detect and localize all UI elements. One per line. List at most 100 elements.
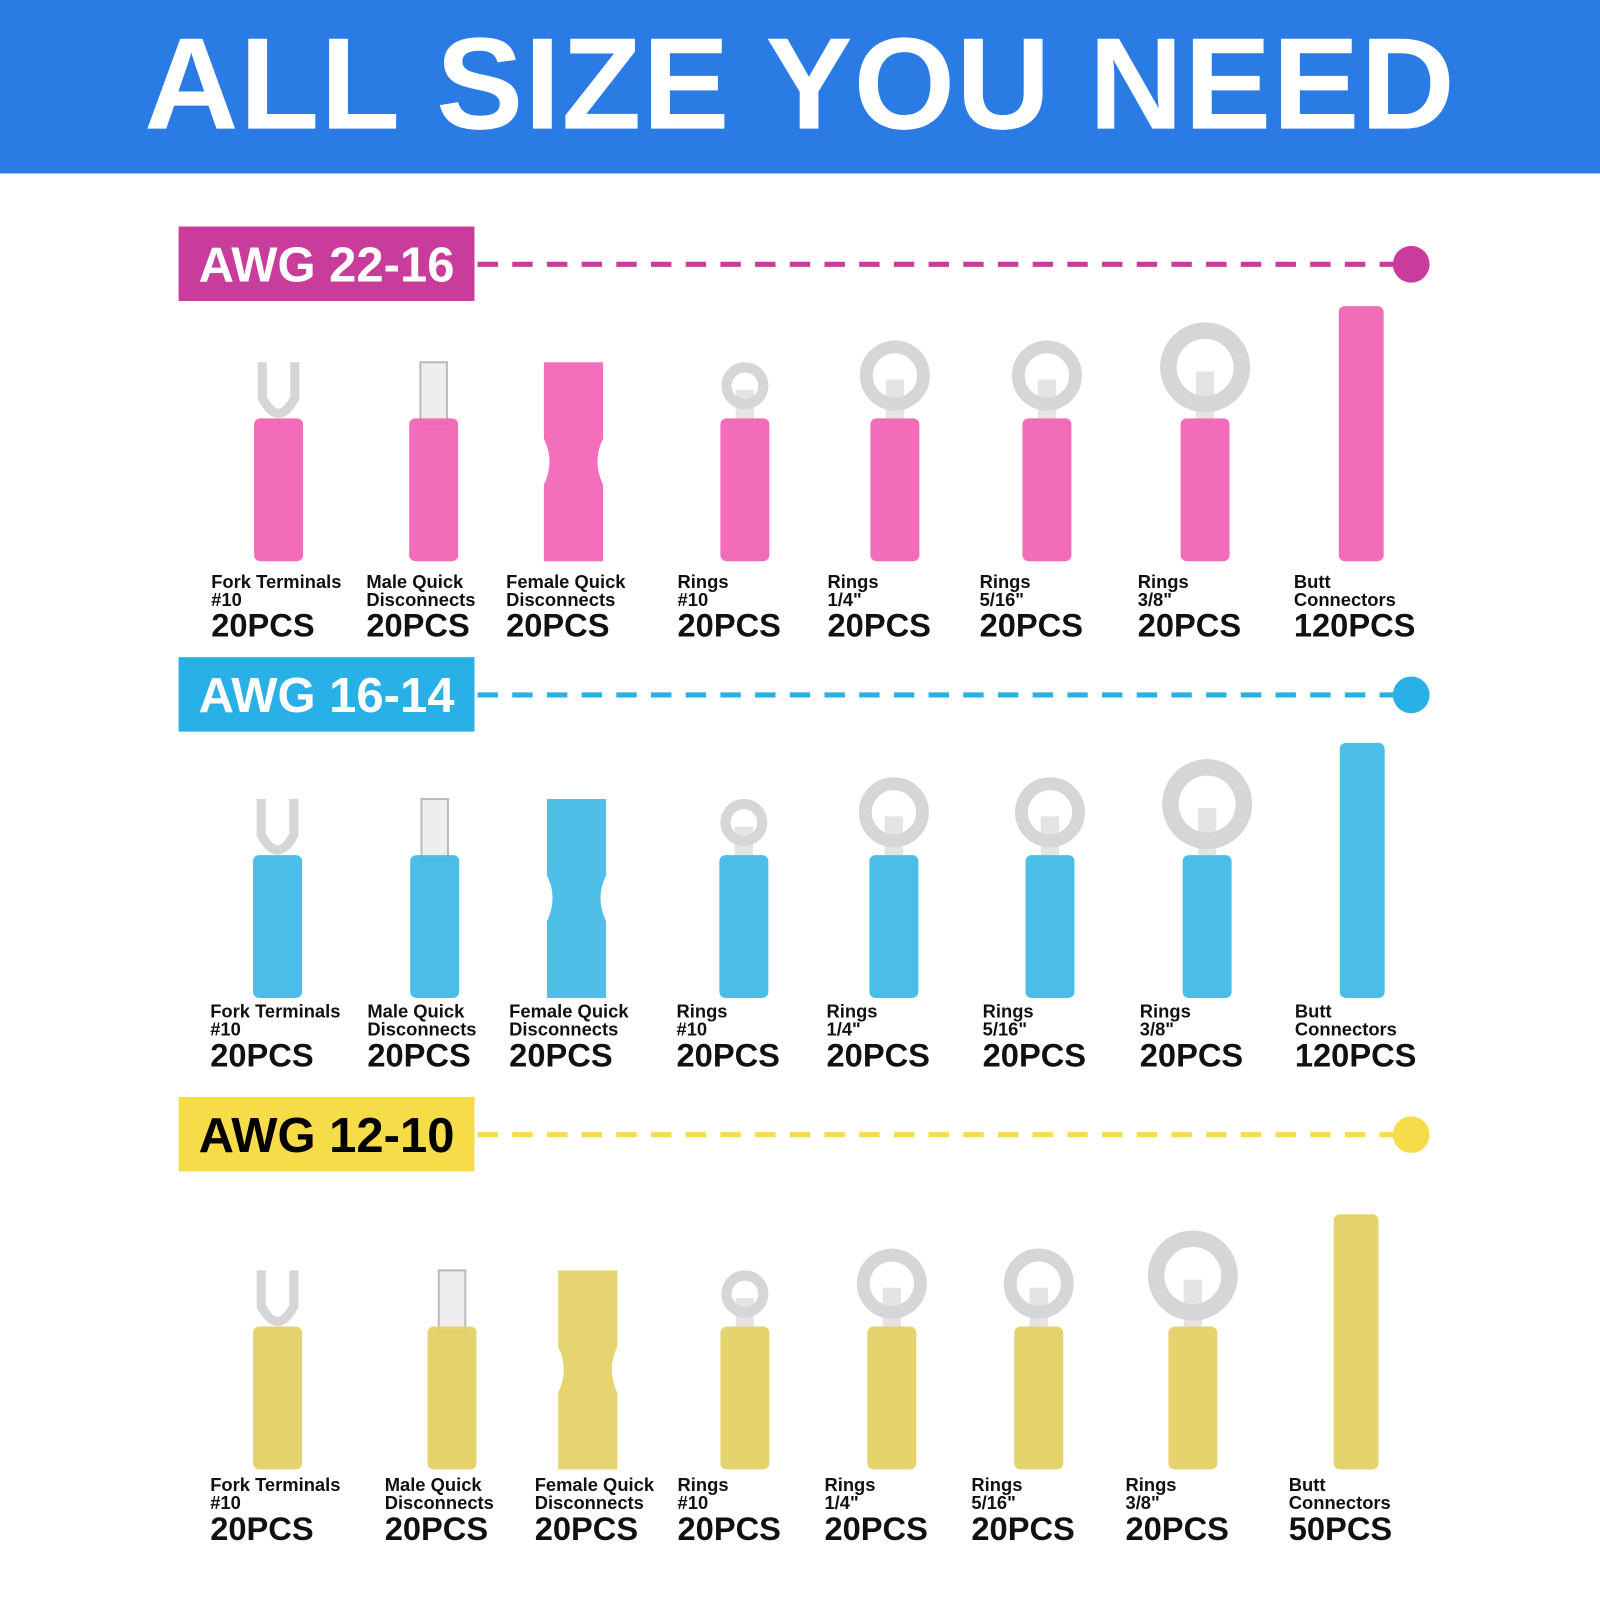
item-name: #10 bbox=[677, 1019, 708, 1040]
item-count: 20PCS bbox=[385, 1510, 488, 1547]
item-count: 120PCS bbox=[1294, 607, 1416, 644]
tube bbox=[869, 855, 919, 998]
tube bbox=[254, 418, 304, 562]
terminal bbox=[1333, 1214, 1379, 1470]
item-name: 3/8" bbox=[1140, 1019, 1174, 1040]
item-name: Butt bbox=[1295, 1000, 1332, 1021]
butt-tube bbox=[1339, 742, 1385, 998]
item-name: Disconnects bbox=[366, 589, 475, 610]
item-name: 5/16" bbox=[971, 1492, 1015, 1513]
terminal bbox=[1162, 759, 1253, 998]
item-count: 20PCS bbox=[678, 1510, 781, 1547]
section-label: AWG 12-10 bbox=[199, 1109, 455, 1163]
item-name: 3/8" bbox=[1126, 1492, 1160, 1513]
item-count: 20PCS bbox=[678, 607, 781, 644]
item-name: 3/8" bbox=[1138, 589, 1172, 610]
item-name: 5/16" bbox=[983, 1019, 1027, 1040]
item-count: 20PCS bbox=[677, 1036, 780, 1073]
item-name: Rings bbox=[983, 1000, 1034, 1021]
section-label: AWG 22-16 bbox=[199, 239, 455, 293]
item-name: Male Quick bbox=[385, 1474, 483, 1495]
item-name: Female Quick bbox=[535, 1474, 655, 1495]
item-name: Rings bbox=[828, 571, 879, 592]
item-name: 1/4" bbox=[828, 589, 862, 610]
tube bbox=[867, 1326, 917, 1470]
line-end-dot bbox=[1392, 676, 1430, 714]
female-body bbox=[546, 798, 607, 998]
tube bbox=[1022, 418, 1072, 562]
butt-tube bbox=[1333, 1214, 1379, 1470]
tube bbox=[253, 1326, 303, 1470]
terminal bbox=[1003, 1248, 1074, 1470]
item-name: Rings bbox=[824, 1474, 875, 1495]
item-name: Rings bbox=[827, 1000, 878, 1021]
fork-prongs bbox=[256, 798, 299, 855]
terminal bbox=[253, 1270, 303, 1470]
item-name: Connectors bbox=[1295, 1019, 1397, 1040]
item-name: Connectors bbox=[1294, 589, 1396, 610]
terminal bbox=[859, 340, 930, 562]
item-count: 20PCS bbox=[210, 1510, 313, 1547]
ring bbox=[1147, 1230, 1238, 1321]
fork-prongs bbox=[257, 362, 300, 418]
line-end-dot bbox=[1392, 1116, 1430, 1154]
item-name: Rings bbox=[678, 1474, 729, 1495]
terminal bbox=[1338, 306, 1384, 562]
terminal bbox=[856, 1248, 927, 1470]
item-name: Fork Terminals bbox=[210, 1474, 340, 1495]
line-end-dot bbox=[1392, 245, 1430, 283]
item-name: Rings bbox=[1126, 1474, 1177, 1495]
terminal bbox=[409, 361, 459, 562]
terminal bbox=[719, 798, 769, 998]
section-banner bbox=[178, 226, 475, 302]
item-name: #10 bbox=[211, 589, 242, 610]
item-name: Male Quick bbox=[367, 1000, 465, 1021]
ring bbox=[859, 340, 930, 411]
item-count: 20PCS bbox=[980, 607, 1083, 644]
item-count: 20PCS bbox=[1140, 1036, 1243, 1073]
terminal bbox=[1011, 340, 1082, 562]
terminal bbox=[546, 798, 607, 998]
ring bbox=[1160, 322, 1251, 413]
section-banner bbox=[178, 657, 475, 732]
male-blade bbox=[437, 1269, 467, 1333]
butt-tube bbox=[1338, 306, 1384, 562]
terminal bbox=[427, 1269, 477, 1470]
item-name: Rings bbox=[1140, 1000, 1191, 1021]
ring bbox=[1014, 777, 1085, 848]
section-banner bbox=[178, 1096, 475, 1172]
item-name: Rings bbox=[678, 571, 729, 592]
terminal bbox=[253, 798, 303, 998]
item-name: Rings bbox=[1138, 571, 1189, 592]
female-body bbox=[543, 362, 604, 562]
title: ALL SIZE YOU NEED bbox=[144, 11, 1456, 158]
ring bbox=[858, 777, 929, 848]
item-count: 20PCS bbox=[824, 1510, 927, 1547]
item-name: Disconnects bbox=[385, 1492, 494, 1513]
tube bbox=[410, 855, 460, 998]
tube bbox=[253, 855, 303, 998]
item-name: Male Quick bbox=[366, 571, 464, 592]
male-blade bbox=[419, 361, 448, 425]
item-count: 20PCS bbox=[366, 607, 469, 644]
item-name: Fork Terminals bbox=[211, 571, 341, 592]
item-name: Rings bbox=[677, 1000, 728, 1021]
item-name: #10 bbox=[678, 589, 709, 610]
ring bbox=[1162, 759, 1253, 850]
female-body bbox=[558, 1270, 618, 1470]
ring bbox=[1011, 340, 1082, 411]
item-name: Female Quick bbox=[509, 1000, 629, 1021]
section-label: AWG 16-14 bbox=[199, 669, 455, 723]
item-count: 20PCS bbox=[210, 1036, 313, 1073]
terminal bbox=[1339, 742, 1385, 998]
item-count: 20PCS bbox=[828, 607, 931, 644]
tube bbox=[719, 855, 769, 998]
item-count: 50PCS bbox=[1289, 1510, 1392, 1547]
item-name: Disconnects bbox=[509, 1019, 618, 1040]
tube bbox=[870, 418, 920, 562]
terminal bbox=[720, 362, 770, 562]
terminal bbox=[1160, 322, 1251, 562]
item-name: Disconnects bbox=[367, 1019, 476, 1040]
